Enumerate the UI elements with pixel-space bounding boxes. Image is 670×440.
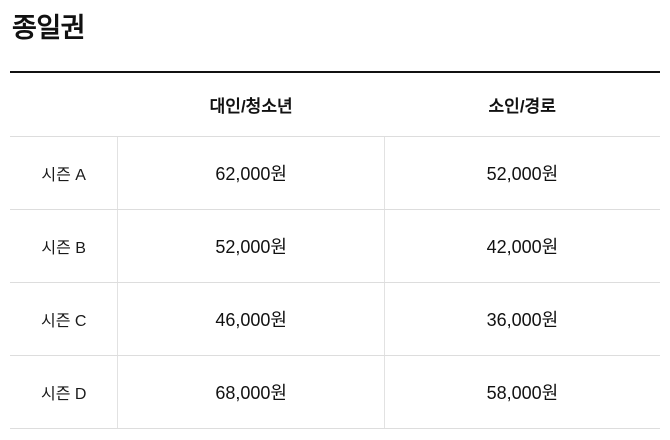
header-adult-youth: 대인/청소년 <box>117 72 385 137</box>
table-row-season-c: 시즌 C 46,000원 36,000원 <box>10 282 660 356</box>
price-cell: 46,000원 <box>117 282 385 356</box>
table-row-season-b: 시즌 B 52,000원 42,000원 <box>10 209 660 283</box>
row-label: 시즌 B <box>10 209 118 283</box>
table-row-season-d: 시즌 D 68,000원 58,000원 <box>10 355 660 429</box>
header-row: 대인/청소년 소인/경로 <box>10 72 660 137</box>
price-cell: 58,000원 <box>383 355 660 429</box>
price-cell: 36,000원 <box>383 282 660 356</box>
price-cell: 68,000원 <box>117 355 385 429</box>
row-label: 시즌 A <box>10 136 118 210</box>
row-label: 시즌 D <box>10 355 118 429</box>
row-label: 시즌 C <box>10 282 118 356</box>
price-cell: 42,000원 <box>383 209 660 283</box>
table-row-season-a: 시즌 A 62,000원 52,000원 <box>10 136 660 210</box>
price-cell: 52,000원 <box>383 136 660 210</box>
page-title: 종일권 <box>12 13 86 43</box>
header-empty-cell <box>10 72 118 137</box>
price-cell: 62,000원 <box>117 136 385 210</box>
price-table: 대인/청소년 소인/경로 시즌 A 62,000원 52,000원 시즌 B 5… <box>10 71 660 429</box>
header-child-senior: 소인/경로 <box>384 72 660 137</box>
price-cell: 52,000원 <box>117 209 385 283</box>
